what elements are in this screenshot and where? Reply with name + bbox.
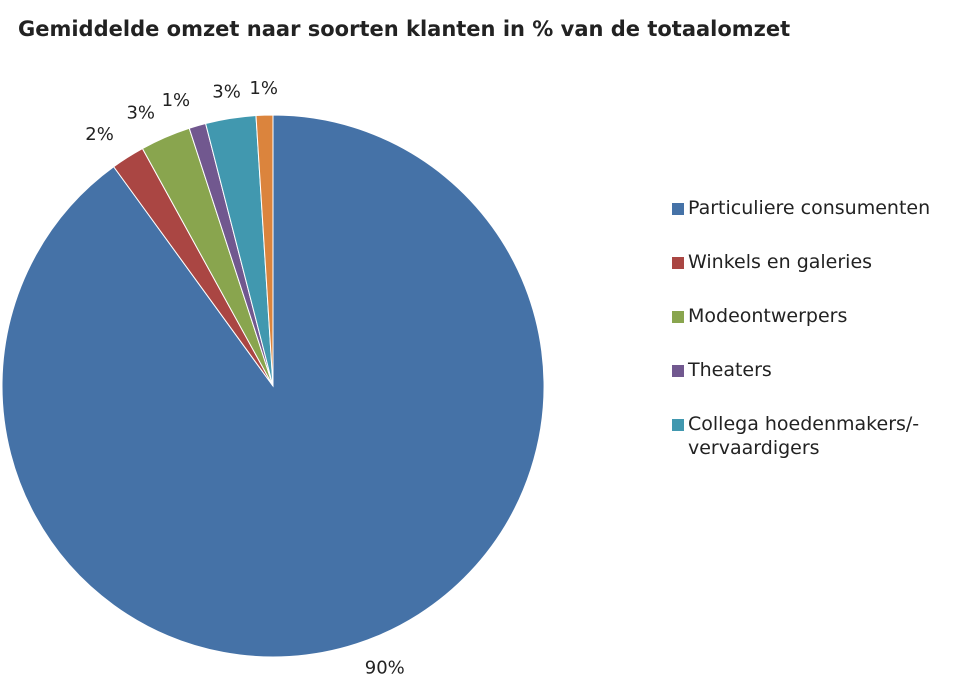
- legend: Particuliere consumenten Winkels en galer…: [672, 196, 972, 490]
- data-label: 3%: [126, 102, 155, 123]
- legend-swatch: [672, 257, 684, 269]
- data-label: 1%: [162, 90, 191, 111]
- legend-label: Theaters: [688, 359, 772, 381]
- legend-item: Particuliere consumenten: [672, 196, 972, 220]
- legend-label: Winkels en galeries: [688, 251, 873, 273]
- data-label: 2%: [85, 124, 114, 145]
- legend-item: Theaters: [672, 358, 972, 382]
- legend-label: Modeontwerpers: [688, 305, 848, 327]
- legend-swatch: [672, 311, 684, 323]
- pie-slice: [255, 114, 274, 387]
- data-label: 1%: [249, 78, 278, 99]
- legend-item: Modeontwerpers: [672, 304, 972, 328]
- legend-label: Collega hoedenmakers/- vervaardigers: [688, 413, 920, 459]
- data-label: 3%: [212, 82, 241, 103]
- legend-item: Winkels en galeries: [672, 250, 972, 274]
- legend-swatch: [672, 365, 684, 377]
- chart-title: Gemiddelde omzet naar soorten klanten in…: [18, 17, 790, 41]
- legend-label: Particuliere consumenten: [688, 197, 931, 219]
- legend-swatch: [672, 419, 684, 431]
- data-label: 90%: [365, 657, 405, 677]
- legend-item: Collega hoedenmakers/- vervaardigers: [672, 412, 972, 460]
- legend-swatch: [672, 203, 684, 215]
